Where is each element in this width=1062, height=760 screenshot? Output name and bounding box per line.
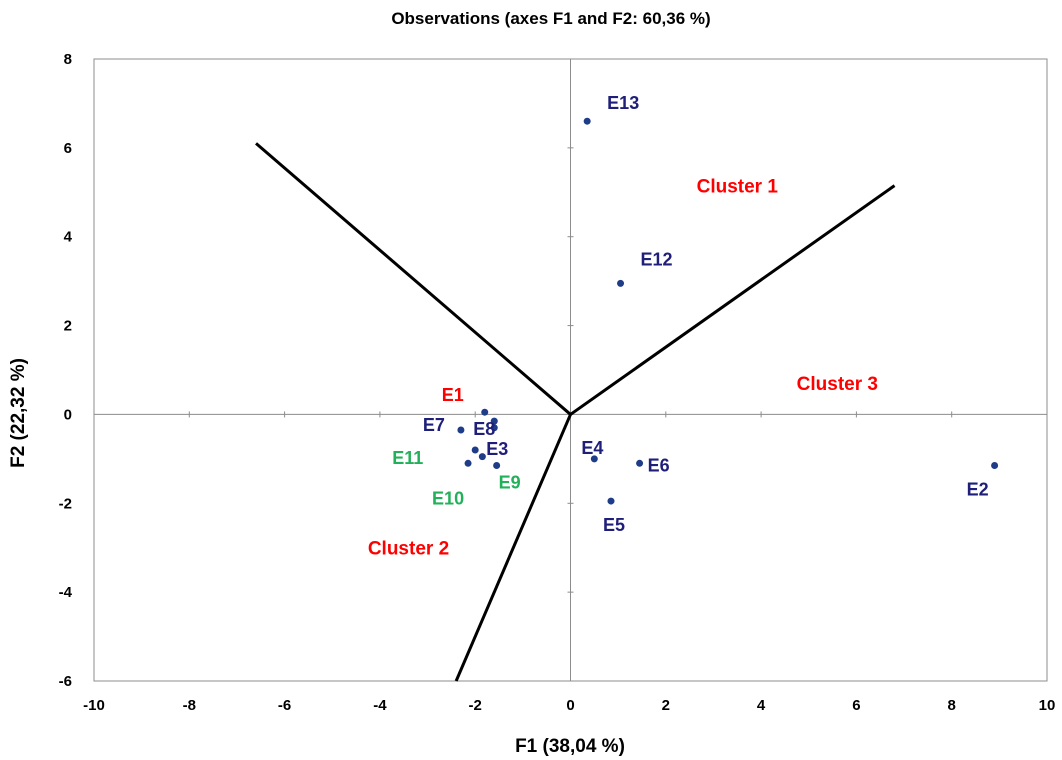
y-tick-label: -2	[59, 495, 72, 512]
data-point	[464, 459, 472, 467]
x-tick-label: -10	[83, 697, 105, 714]
data-point	[490, 424, 498, 432]
point-label: E2	[967, 480, 989, 500]
data-point	[493, 462, 501, 470]
data-point	[478, 453, 486, 461]
y-tick-label: 6	[64, 140, 72, 157]
y-tick-label: 0	[64, 406, 72, 423]
x-tick-label: -8	[183, 697, 196, 714]
x-tick-label: 4	[757, 697, 766, 714]
y-tick-label: -6	[59, 673, 72, 690]
point-label: E10	[432, 488, 464, 508]
point-label: E9	[499, 473, 521, 493]
x-tick-label: -4	[373, 697, 387, 714]
data-point	[457, 426, 465, 434]
point-label: E3	[486, 439, 508, 459]
x-tick-label: 2	[662, 697, 670, 714]
cluster-annotations: Cluster 1 Cluster 2 Cluster 3	[368, 176, 878, 559]
axes-layer	[93, 58, 1048, 682]
x-tick-label: 10	[1039, 697, 1056, 714]
data-point	[490, 417, 498, 425]
cluster-label: Cluster 3	[797, 374, 878, 395]
x-tick-label: -2	[469, 697, 482, 714]
y-tick-label: 4	[64, 229, 73, 246]
point-label: E8	[473, 419, 495, 439]
point-label: E11	[392, 448, 423, 468]
data-point	[636, 459, 644, 467]
cluster-separator-line	[454, 413, 572, 682]
cluster-separator-line	[255, 142, 572, 416]
data-point	[991, 462, 999, 470]
point-label: E6	[648, 455, 670, 475]
point-label: E5	[603, 515, 625, 535]
point-label: E13	[607, 93, 639, 113]
y-tick-label: 2	[64, 318, 72, 335]
data-point	[607, 497, 615, 505]
cluster-label: Cluster 1	[697, 176, 779, 197]
data-points	[457, 117, 999, 505]
point-label: E1	[442, 385, 464, 405]
x-tick-label: 0	[566, 697, 574, 714]
x-tick-label: -6	[278, 697, 291, 714]
data-point	[617, 279, 625, 287]
x-tick-label: 6	[852, 697, 860, 714]
data-point	[471, 446, 479, 454]
data-point	[590, 455, 598, 463]
x-axis-title: F1 (38,04 %)	[515, 736, 625, 757]
x-tick-label: 8	[948, 697, 956, 714]
cluster-label: Cluster 2	[368, 538, 449, 559]
data-point	[583, 117, 591, 125]
point-label: E4	[581, 438, 603, 458]
cluster-separator-line	[569, 184, 896, 416]
y-axis-title: F2 (22,32 %)	[8, 358, 29, 468]
point-label: E7	[423, 415, 445, 435]
chart-title: Observations (axes F1 and F2: 60,36 %)	[391, 9, 710, 28]
y-tick-label: -4	[59, 584, 73, 601]
cluster-separator-lines	[255, 142, 896, 682]
point-label: E12	[641, 249, 673, 269]
data-point	[481, 408, 489, 416]
y-tick-label: 8	[64, 51, 72, 68]
tick-labels: -10 -8 -6 -4 -2 0 2 4 6 8 10 -6 -4 -2 0 2 4 6 8	[59, 51, 1056, 714]
